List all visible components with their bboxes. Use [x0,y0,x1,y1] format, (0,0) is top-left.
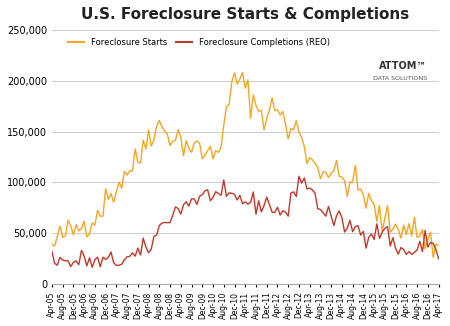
Text: DATA SOLUTIONS: DATA SOLUTIONS [373,76,427,81]
Title: U.S. Foreclosure Starts & Completions: U.S. Foreclosure Starts & Completions [81,7,410,22]
Text: ATTOM™: ATTOM™ [379,61,427,70]
Legend: Foreclosure Starts, Foreclosure Completions (REO): Foreclosure Starts, Foreclosure Completi… [64,34,333,50]
